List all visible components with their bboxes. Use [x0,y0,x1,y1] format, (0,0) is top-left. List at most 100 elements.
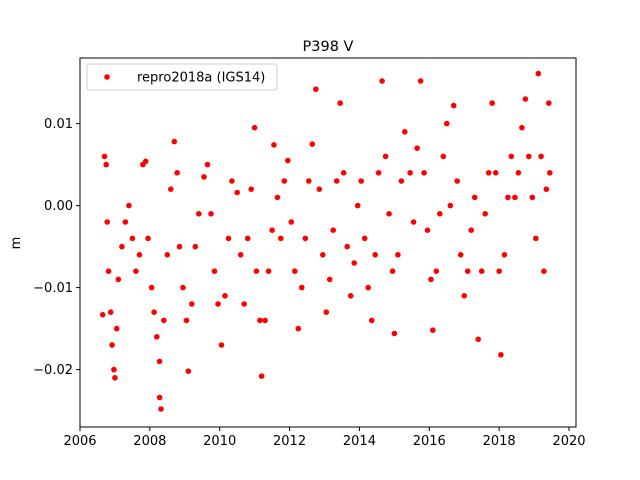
data-point [485,170,492,176]
data-point [440,153,447,160]
y-tick-label: −0.01 [33,281,73,296]
data-point [535,70,542,77]
plot-frame [79,57,577,428]
y-tick-label: 0.01 [44,117,73,132]
data-point [148,284,155,291]
y-tick-label: 0.00 [44,199,73,214]
data-point [237,252,244,258]
data-point [501,252,508,258]
data-point [185,368,192,375]
data-point [337,100,344,106]
data-point [174,170,180,176]
data-point [196,211,202,217]
data-point [109,342,115,348]
data-point [313,86,319,92]
data-point [482,211,489,217]
data-point [372,252,379,258]
data-point [316,186,323,192]
data-point [344,243,351,250]
legend: repro2018a (IGS14) [86,63,278,91]
data-point [450,102,457,109]
data-point [512,194,518,201]
y-axis-label: m [9,237,24,250]
data-point [454,178,461,184]
data-point [326,276,333,283]
data-point [251,124,258,131]
data-point [262,317,268,324]
data-point [375,170,382,176]
data-point [278,235,284,242]
data-point [222,293,228,299]
data-point [115,276,122,283]
data-point [519,124,525,131]
data-point [306,178,312,184]
data-point [269,227,275,233]
data-point [347,293,354,299]
data-point [526,153,532,160]
data-point [508,153,515,160]
data-point [417,78,424,84]
chart-title: P398 V [303,39,354,55]
data-point [428,276,434,283]
data-point [389,268,396,275]
data-point [183,317,190,324]
data-point [168,186,174,192]
data-point [421,170,427,176]
data-point [113,325,120,332]
data-point [129,235,136,242]
data-points-layer [99,70,553,412]
data-point [340,170,347,176]
legend-box [86,63,278,91]
data-point [414,145,420,151]
data-point [546,100,552,106]
data-point [379,78,385,84]
data-point [229,178,235,184]
data-point [253,268,260,275]
x-tick-label: 2010 [203,434,236,449]
x-axis: 2006 2008 2010 2012 2014 2016 2018 2020 [63,427,586,449]
data-point [529,194,536,201]
data-point [351,260,358,266]
data-point [176,243,183,250]
data-point [99,311,106,318]
data-point [201,174,207,180]
data-point [119,243,125,250]
data-point [192,243,199,250]
y-tick-label: −0.02 [33,363,73,378]
data-point [244,235,251,242]
data-point [288,219,295,225]
y-axis: −0.02 −0.01 0.00 0.01 [33,117,80,378]
x-tick-label: 2016 [413,434,446,449]
data-point [365,284,372,291]
data-point [461,293,468,299]
data-point [382,153,389,160]
data-point [161,317,167,324]
data-point [398,178,405,184]
data-point [292,268,298,275]
data-point [333,178,340,184]
data-point [126,202,132,209]
data-point [498,352,504,358]
data-point [475,336,482,343]
data-point [330,227,337,233]
legend-marker [104,74,110,80]
data-point [538,153,544,160]
data-point [543,186,550,192]
data-point [295,325,302,332]
data-point [171,138,178,145]
x-tick-label: 2014 [343,434,376,449]
data-point [424,227,431,233]
data-point [299,284,305,291]
data-point [464,268,471,275]
data-point [136,252,143,258]
data-point [471,194,478,201]
data-point [547,170,553,176]
data-point [407,170,413,176]
data-point [215,301,221,307]
data-point [410,219,417,225]
data-point [447,202,454,209]
data-point [457,252,464,258]
data-point [154,334,160,340]
data-point [433,268,440,275]
